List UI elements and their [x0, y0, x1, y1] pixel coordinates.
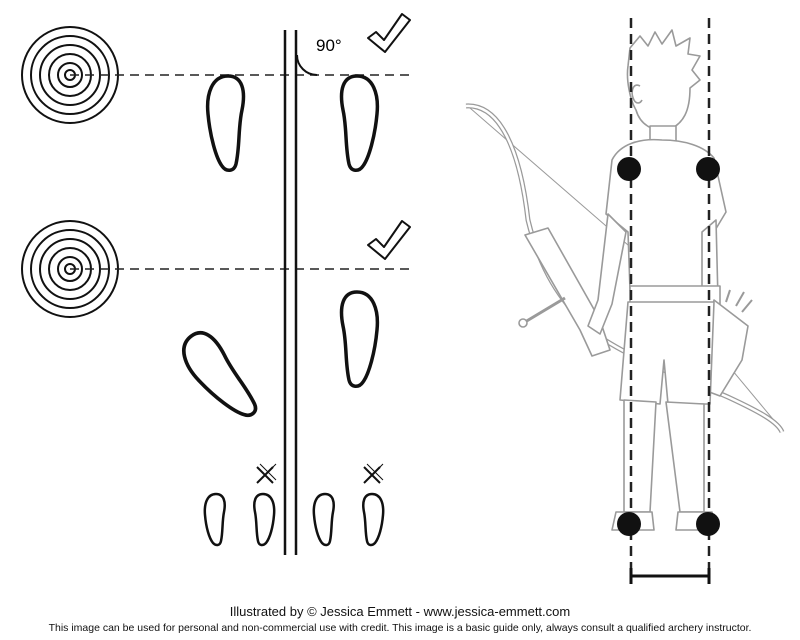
- checkmark-icon: [367, 13, 411, 53]
- right-angle-arc: [296, 54, 318, 76]
- shoulder-dot-left: [617, 157, 641, 181]
- checkmark-icon: [367, 220, 411, 260]
- cross-icon: [363, 463, 384, 484]
- shoulder-dot-right: [696, 157, 720, 181]
- usage-disclaimer: This image can be used for personal and …: [48, 622, 752, 634]
- footprint-icon: [339, 74, 380, 173]
- footprint-icon: [172, 324, 267, 430]
- footprint-icon: [362, 492, 385, 547]
- footprint-icon: [312, 492, 335, 547]
- footprint-icon: [205, 74, 246, 173]
- footprint-icon: [253, 492, 276, 547]
- stance-width-bar: [629, 568, 711, 584]
- footprint-icon: [203, 492, 226, 547]
- foot-dot-right: [696, 512, 720, 536]
- archer-figure: [465, 29, 785, 531]
- footprint-icon: [339, 290, 380, 389]
- illustrator-credit: Illustrated by © Jessica Emmett - www.je…: [229, 604, 571, 619]
- cross-icon: [256, 463, 277, 484]
- foot-dot-left: [617, 512, 641, 536]
- angle-label: 90°: [316, 36, 342, 55]
